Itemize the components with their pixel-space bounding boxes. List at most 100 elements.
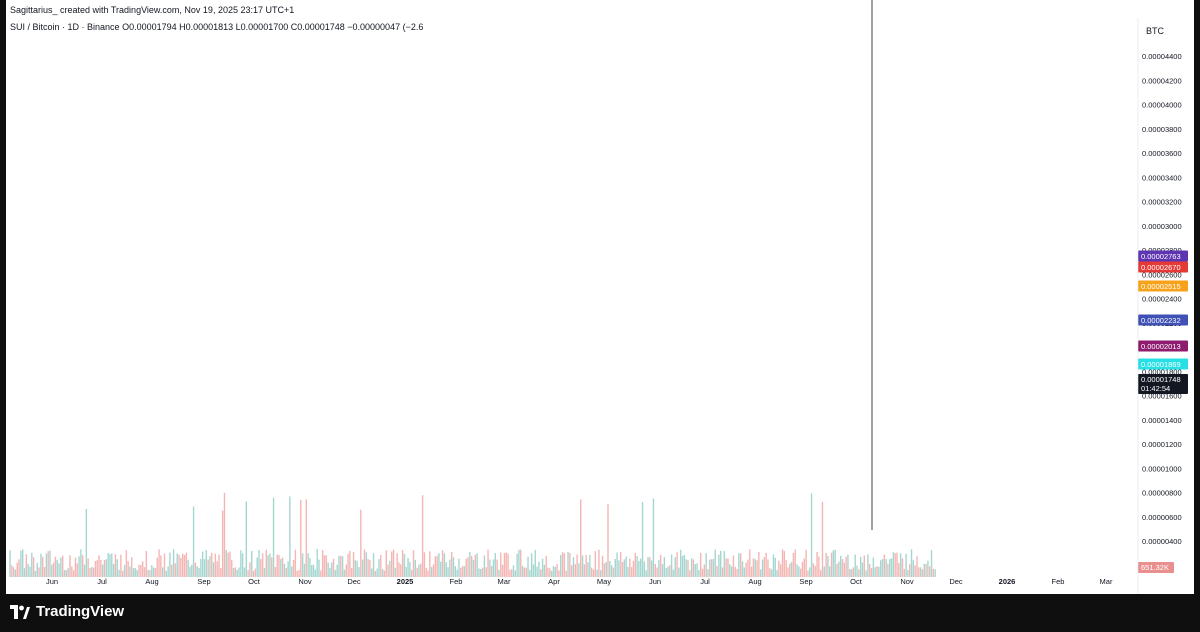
volume-bar: [274, 567, 277, 577]
volume-bar: [630, 567, 633, 577]
volume-bar: [92, 567, 95, 577]
volume-bar: [271, 557, 273, 577]
volume-bar: [403, 553, 406, 577]
volume-bar: [565, 570, 567, 577]
volume-bar: [712, 558, 715, 577]
volume-bar: [814, 565, 816, 577]
volume-bar: [361, 559, 364, 577]
volume-bar: [394, 567, 397, 577]
volume-bar: [618, 560, 620, 577]
volume-bar: [783, 551, 786, 577]
volume-bar: [309, 558, 311, 577]
volume-bar: [29, 566, 31, 577]
volume-bar: [467, 557, 469, 577]
volume-bar: [351, 567, 353, 577]
volume-bar: [529, 569, 531, 577]
volume-bar: [629, 558, 631, 577]
volume-bar: [440, 561, 442, 577]
volume-bar: [750, 566, 753, 577]
volume-bar: [191, 564, 193, 577]
volume-bar: [758, 551, 760, 577]
volume-bar: [692, 559, 695, 577]
volume-bar: [503, 553, 506, 577]
volume-bar: [656, 567, 658, 577]
volume-bar: [683, 554, 686, 577]
volume-bar: [899, 553, 902, 577]
volume-bar: [892, 552, 895, 577]
volume-bar: [580, 499, 582, 577]
volume-bar: [123, 565, 126, 577]
volume-bar: [460, 567, 462, 577]
price-unit: BTC: [1146, 26, 1164, 36]
volume-bar: [11, 565, 13, 577]
volume-bar: [420, 563, 422, 577]
x-tick-label: Aug: [145, 577, 158, 586]
volume-bar: [801, 561, 804, 577]
volume-tag-label: 651.32K: [1141, 563, 1169, 572]
volume-bar: [323, 555, 326, 577]
volume-bar: [354, 560, 357, 577]
volume-bar: [452, 557, 455, 577]
volume-bar: [799, 568, 802, 577]
volume-bar: [156, 557, 158, 577]
volume-bar: [710, 559, 713, 577]
y-tick-label: 0.00000600: [1142, 513, 1182, 522]
volume-bar: [601, 555, 604, 577]
volume-bar: [552, 566, 555, 577]
volume-bar: [312, 564, 315, 577]
volume-bar: [238, 567, 240, 577]
ma-value-tag: [1138, 340, 1188, 352]
y-tick-label: 0.00003600: [1142, 149, 1182, 158]
volume-bar: [590, 567, 593, 577]
volume-bar: [180, 557, 182, 577]
volume-bar: [234, 567, 237, 577]
x-tick-label: Dec: [347, 577, 361, 586]
volume-bar: [118, 569, 120, 577]
volume-bar: [694, 564, 696, 577]
tradingview-logo[interactable]: TradingView: [10, 603, 124, 620]
volume-bar: [14, 569, 17, 577]
volume-bar: [487, 549, 489, 577]
ma-value-tag: [1138, 261, 1188, 273]
volume-bar: [643, 561, 646, 577]
volume-bar: [205, 550, 208, 577]
y-tick-label: 0.00001200: [1142, 440, 1182, 449]
volume-bar: [847, 554, 849, 577]
price-chart[interactable]: Yearly OpenMonthly OpenWeekly High0.0000…: [0, 0, 1200, 594]
volume-bar: [807, 570, 809, 577]
volume-bar: [830, 552, 833, 577]
volume-bar: [709, 559, 711, 577]
volume-bar: [520, 549, 522, 577]
volume-bar: [567, 551, 569, 577]
volume-bar: [143, 567, 146, 577]
volume-bar: [78, 556, 80, 577]
volume-bar: [303, 563, 306, 577]
volume-bar: [52, 562, 55, 577]
volume-bar: [285, 567, 287, 577]
volume-bar: [376, 568, 378, 577]
symbol-name[interactable]: SUI / Bitcoin · 1D · Binance: [10, 22, 120, 32]
volume-bar: [816, 551, 818, 577]
x-tick-label: Sep: [799, 577, 812, 586]
volume-bar: [432, 564, 435, 577]
x-tick-label: Apr: [548, 577, 560, 586]
volume-bar: [910, 549, 913, 577]
volume-bar: [43, 567, 46, 577]
x-tick-label: Dec: [949, 577, 963, 586]
volume-bar: [832, 550, 835, 577]
y-tick-label: 0.00001800: [1142, 367, 1182, 376]
volume-bar: [340, 555, 342, 577]
volume-bar: [698, 569, 700, 577]
volume-bar: [645, 570, 647, 577]
volume-bar: [532, 564, 535, 577]
volume-bar: [450, 551, 453, 577]
volume-bar: [638, 560, 640, 577]
volume-bar: [291, 566, 293, 577]
volume-bar: [140, 564, 142, 577]
volume-bar: [849, 569, 851, 577]
volume-bar: [131, 557, 133, 577]
volume-bar: [151, 565, 153, 577]
volume-bar: [58, 563, 60, 577]
volume-bar: [380, 554, 382, 577]
volume-bar: [494, 553, 497, 577]
